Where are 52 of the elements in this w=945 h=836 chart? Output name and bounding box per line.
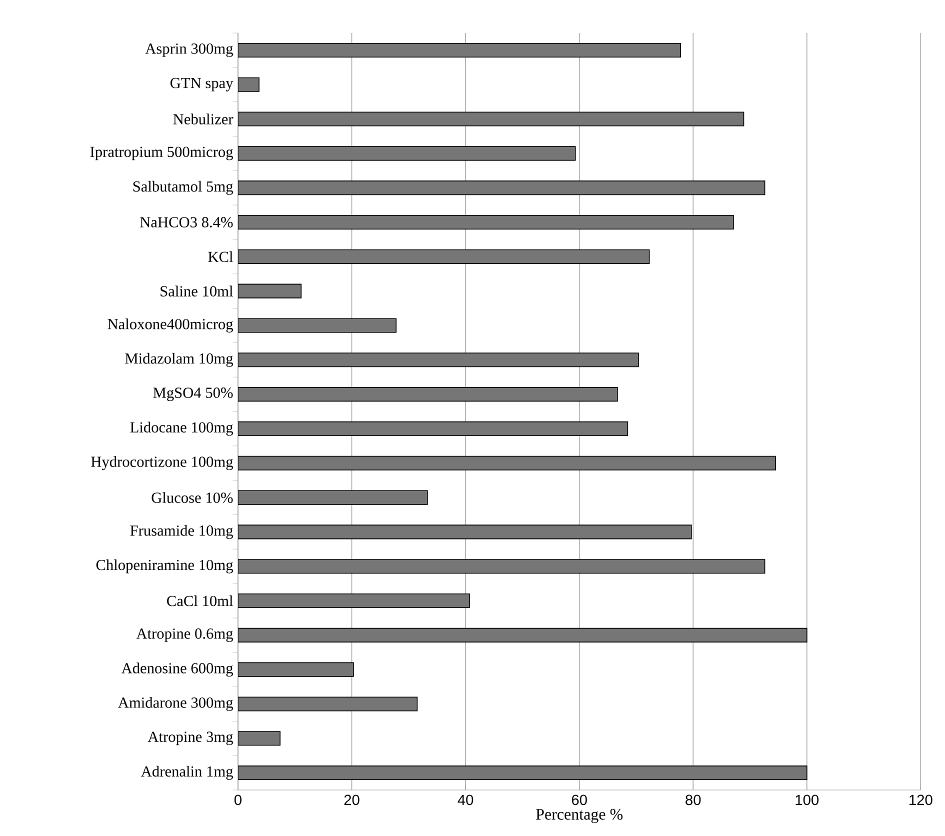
bar — [238, 524, 692, 540]
bar — [238, 628, 808, 642]
bar — [238, 214, 734, 230]
y-tick-label: Adenosine 600mg — [121, 662, 234, 677]
y-tick-label: Asprin 300mg — [145, 43, 234, 57]
bar — [238, 77, 260, 92]
x-tick-label: 60 — [572, 794, 587, 806]
bar — [238, 318, 397, 333]
x-tick-label: 100 — [796, 794, 819, 806]
y-tick-label: CaCl 10ml — [167, 595, 233, 606]
bar — [238, 180, 766, 196]
bar — [238, 146, 576, 161]
y-tick-label: Naloxone400microg — [108, 318, 234, 332]
bar — [238, 352, 639, 368]
y-tick-label: Adrenalin 1mg — [141, 766, 234, 780]
y-tick-label: Salbutamol 5mg — [133, 180, 234, 195]
bar — [238, 112, 744, 126]
y-tick-label: Nebulizer — [173, 114, 234, 124]
bar — [238, 456, 776, 470]
y-tick-label: GTN spay — [170, 78, 234, 92]
y-tick-label: Hydrocortizone 100mg — [91, 456, 234, 470]
y-tick-label: MgSO4 50% — [153, 388, 233, 402]
bar — [238, 284, 302, 298]
bar — [238, 490, 428, 505]
bar — [238, 387, 618, 402]
y-tick-label: Saline 10ml — [160, 286, 233, 296]
y-tick-label: Atropine 0.6mg — [136, 628, 234, 642]
bar — [238, 766, 808, 780]
bar — [238, 731, 280, 746]
bar — [238, 696, 418, 712]
y-tick-label: NaHCO3 8.4% — [140, 217, 233, 228]
y-tick-label: Amidarone 300mg — [118, 697, 234, 711]
x-tick-label: 20 — [344, 794, 360, 806]
bar — [238, 249, 650, 264]
bar — [238, 662, 354, 677]
bar — [238, 421, 628, 436]
y-tick-label: Frusamide 10mg — [130, 524, 234, 539]
x-tick-label: 0 — [234, 794, 242, 806]
x-tick-label: 120 — [910, 794, 932, 806]
bar — [238, 559, 766, 574]
x-tick-label: 40 — [458, 794, 474, 806]
bar — [238, 42, 681, 58]
x-tick-label: 80 — [686, 794, 701, 806]
y-tick-label: Chlopeniramine 10mg — [96, 559, 234, 574]
x-axis-title: Percentage % — [536, 808, 623, 824]
bar — [238, 593, 470, 608]
y-tick-label: KCl — [208, 251, 233, 262]
y-tick-label: Lidocane 100mg — [130, 422, 234, 436]
y-tick-label: Atropine 3mg — [148, 732, 234, 746]
y-tick-label: Midazolam 10mg — [125, 352, 234, 367]
y-tick-label: Glucose 10% — [152, 492, 233, 503]
y-tick-label: Ipratropium 500microg — [90, 146, 234, 160]
